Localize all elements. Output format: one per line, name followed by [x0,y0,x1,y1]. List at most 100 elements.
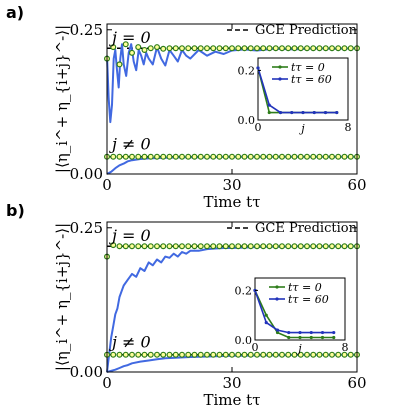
marker-jneq0 [110,351,117,358]
inset-point-t60 [298,330,302,335]
marker-jneq0 [129,351,136,358]
inset-point-t60 [275,328,280,332]
marker-jneq0 [347,153,354,160]
marker-jneq0 [304,153,311,160]
x-tick-label: 60 [347,374,366,392]
marker-j0 [222,45,229,52]
marker-j0 [216,243,223,250]
marker-jneq0 [204,153,211,160]
marker-jneq0 [241,351,248,358]
marker-jneq0 [260,351,267,358]
marker-j0 [216,45,223,52]
inset-x-tick-label: 8 [345,121,352,134]
inset-point-t60 [267,103,271,107]
annotation-j0: j = 0 [109,226,151,245]
panel-label: a) [6,3,24,22]
marker-jneq0 [266,153,273,160]
marker-j0 [197,45,204,52]
marker-j0 [179,243,186,250]
marker-jneq0 [185,153,192,160]
marker-jneq0 [291,153,298,160]
inset-x-tick-label: 0 [252,341,259,354]
marker-j0 [135,44,142,51]
marker-jneq0 [272,351,279,358]
marker-j0 [254,45,261,52]
marker-jneq0 [216,153,223,160]
marker-jneq0 [222,153,229,160]
marker-jneq0 [329,153,336,160]
marker-jneq0 [135,153,142,160]
marker-jneq0 [222,351,229,358]
inset-point-t60 [320,330,325,335]
marker-jneq0 [297,351,304,358]
marker-jneq0 [335,153,342,160]
marker-j0 [254,243,261,250]
y-tick-label: 0.25 [70,21,103,39]
marker-j0 [129,49,136,56]
marker-jneq0 [335,351,342,358]
marker-jneq0 [141,351,148,358]
marker-jneq0 [235,351,242,358]
y-tick-label: 0.25 [70,219,103,237]
y-tick-label: 0.00 [70,165,103,183]
marker-jneq0 [254,153,261,160]
marker-jneq0 [310,351,317,358]
marker-jneq0 [179,153,186,160]
marker-jneq0 [229,351,236,358]
marker-j0 [279,45,286,52]
marker-j0 [147,243,154,250]
inset-legend-label: tτ = 60 [291,73,332,86]
marker-jneq0 [147,153,154,160]
marker-j0 [285,243,292,250]
inset-point-t0 [287,335,291,340]
marker-j0 [241,243,248,250]
inset-y-tick-label: 0.2 [238,64,256,77]
marker-jneq0 [204,351,211,358]
inset-frame [257,57,349,121]
marker-j0 [266,45,273,52]
inset-point-t0 [320,335,325,340]
inset-point-t60 [335,110,339,115]
marker-jneq0 [235,153,242,160]
marker-jneq0 [110,153,117,160]
marker-jneq0 [272,153,279,160]
marker-jneq0 [122,351,129,358]
marker-j0 [185,45,192,52]
inset-point-t0 [275,330,280,335]
inset-x-tick-label: 0 [255,121,262,134]
marker-jneq0 [147,351,154,358]
inset-point-t60 [264,321,268,325]
annotation-jneq0: j ≠ 0 [109,135,151,154]
marker-j0 [179,45,186,52]
marker-j0 [316,243,323,250]
marker-jneq0 [210,153,217,160]
marker-j0 [310,243,317,250]
marker-jneq0 [166,351,173,358]
marker-jneq0 [191,351,198,358]
marker-j0 [335,45,342,52]
marker-jneq0 [247,153,254,160]
marker-j0 [122,41,129,48]
marker-j0 [160,243,167,250]
marker-j0 [110,242,117,249]
inset-legend-marker [275,285,279,289]
marker-jneq0 [285,153,292,160]
marker-jneq0 [185,351,192,358]
marker-jneq0 [285,351,292,358]
inset-frame [254,277,346,341]
marker-jneq0 [116,153,123,160]
marker-j0 [285,45,292,52]
marker-jneq0 [254,351,261,358]
marker-j0 [154,44,161,51]
marker-j0 [272,243,279,250]
marker-j0 [322,243,329,250]
marker-j0 [304,45,311,52]
marker-j0 [229,45,236,52]
marker-jneq0 [191,153,198,160]
marker-j0 [210,243,217,250]
marker-jneq0 [172,153,179,160]
marker-jneq0 [166,153,173,160]
marker-j0 [147,45,154,52]
marker-j0 [154,243,161,250]
